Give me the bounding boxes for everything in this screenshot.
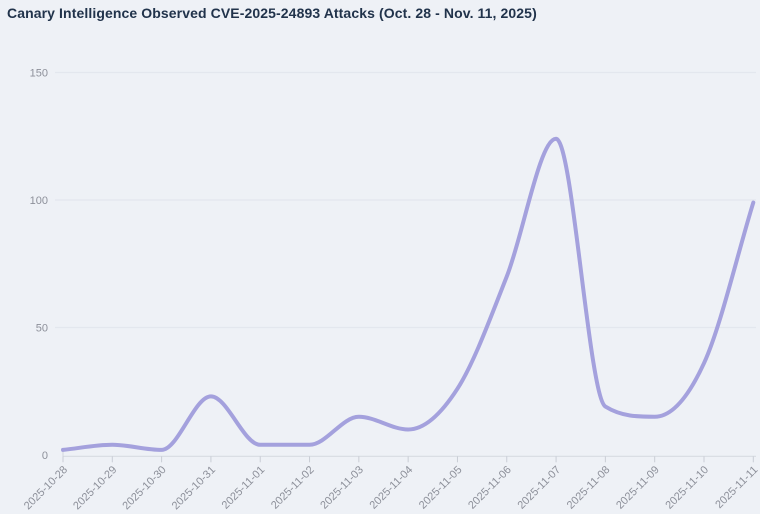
x-axis-tick-label: 2025-11-04 [368,464,416,512]
x-axis-tick-label: 2025-11-07 [515,464,563,512]
y-axis-tick-label: 0 [42,450,48,462]
x-axis-tick-label: 2025-11-02 [269,464,317,512]
x-axis-tick-label: 2025-11-01 [220,464,268,512]
x-axis-tick-label: 2025-10-28 [22,464,70,512]
x-axis-tick-label: 2025-10-31 [170,464,218,512]
x-axis-tick-label: 2025-11-10 [663,464,711,512]
attacks-series-line [61,136,756,452]
y-axis-tick-label: 100 [30,195,48,207]
grid-layer [55,71,756,329]
x-axis-tick-label: 2025-11-06 [466,464,514,512]
x-axis-tick-label: 2025-10-29 [71,464,119,512]
y-axis-tick-label: 150 [30,68,48,80]
x-axis-tick-label: 2025-11-09 [614,464,662,512]
x-axis-tick-label: 2025-11-03 [318,464,366,512]
x-axis-tick-label: 2025-10-30 [120,464,168,512]
y-axis-tick-label: 50 [36,323,48,335]
axis-layer [62,450,756,463]
chart-title: Canary Intelligence Observed CVE-2025-24… [7,5,537,21]
x-axis-tick-label: 2025-11-05 [417,464,465,512]
series-layer [61,136,756,452]
x-axis-tick-label: 2025-11-11 [713,464,760,511]
x-axis-tick-label: 2025-11-08 [565,464,613,512]
